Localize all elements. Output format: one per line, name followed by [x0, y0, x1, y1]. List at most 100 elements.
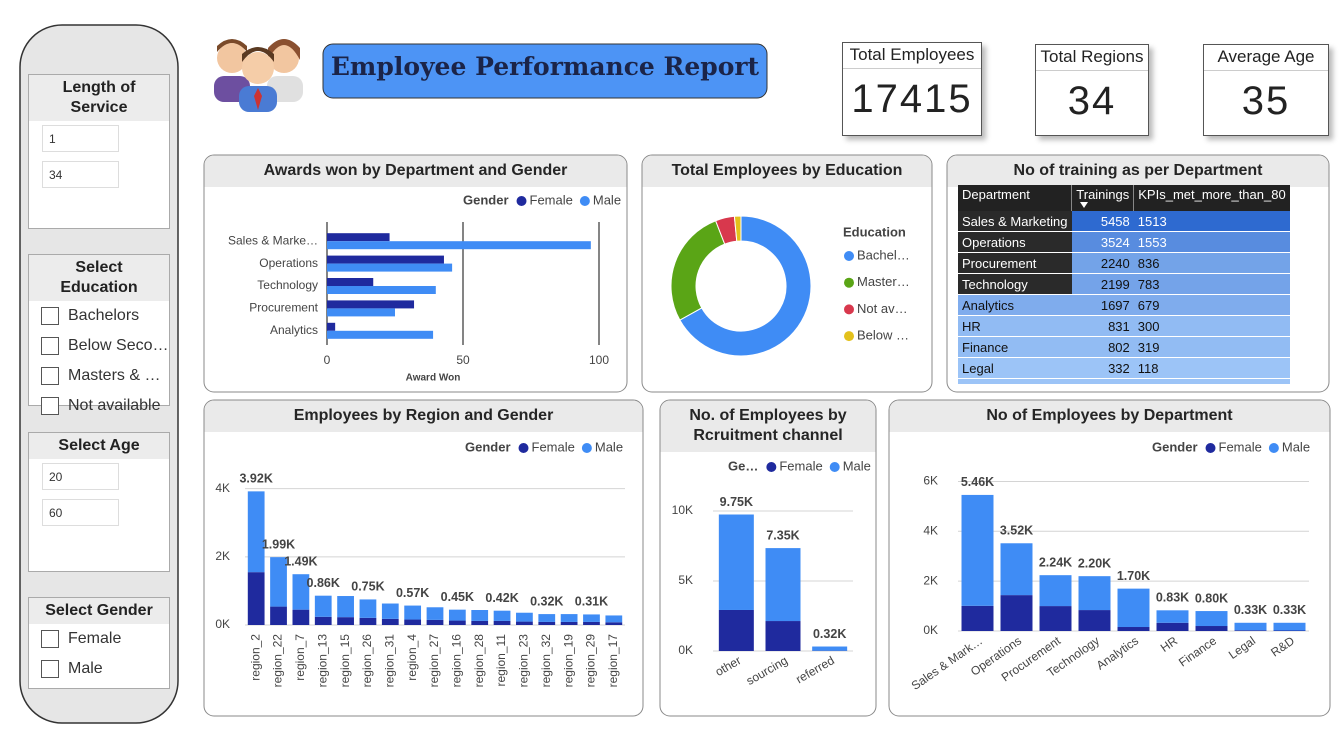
table-cell: 831 [1071, 315, 1134, 337]
table-cell: 149 [1133, 378, 1290, 384]
x-tick-label: region_11 [494, 634, 508, 687]
checkbox-option[interactable]: Not available [29, 391, 169, 421]
y-tick-label: Sales & Marke… [228, 233, 318, 247]
total-label: 0.32K [530, 594, 563, 608]
legend-label: Male [595, 439, 623, 454]
kpi-value: 35 [1241, 79, 1291, 123]
bar [327, 233, 390, 242]
bar-segment [314, 595, 332, 617]
table-cell: 1513 [1133, 211, 1290, 232]
bar-segment [583, 621, 600, 625]
table-cell: Sales & Marketing [958, 211, 1072, 232]
legend-title: Ge… [728, 458, 758, 473]
x-tick-label: region_2 [248, 634, 262, 681]
slicer-title: Length of Service [29, 75, 169, 121]
y-tick-label: 0K [678, 643, 693, 657]
people-icon [214, 39, 303, 112]
data-table: Department Trainings KPIs_met_more_than_80… [958, 185, 1290, 384]
panel [888, 399, 1331, 717]
total-label: 0.33K [1234, 603, 1267, 617]
table-wrap: Department Trainings KPIs_met_more_than_80… [958, 185, 1290, 384]
legend-marker [766, 462, 777, 472]
option-label: Masters & … [68, 367, 161, 384]
donut-slice [679, 215, 812, 357]
total-label: 7.35K [766, 528, 799, 542]
total-label: 0.32K [813, 627, 846, 641]
panel-header [947, 155, 1329, 187]
bar-segment [471, 610, 489, 621]
table-cell: 332 [1071, 357, 1134, 379]
x-tick-label: 50 [456, 353, 470, 367]
y-tick-label: 0K [215, 617, 230, 631]
table-cell: 3524 [1071, 231, 1134, 253]
legend-marker [1268, 443, 1279, 453]
legend-marker [829, 462, 840, 472]
panel-title: Awards won by Department and Gender [263, 162, 568, 179]
table-cell: R&D [958, 378, 1072, 384]
legend-label: Master… [857, 274, 910, 289]
bar-segment [337, 596, 354, 618]
bar-segment [493, 620, 511, 625]
y-tick-label: Operations [259, 256, 318, 270]
sort-indicator[interactable] [1080, 202, 1089, 208]
bar-segment [812, 646, 848, 651]
column-header: Department [958, 185, 1072, 211]
bar-segment [718, 609, 754, 651]
checkbox-option[interactable]: Bachelors [29, 301, 169, 331]
table-header-row: Department Trainings KPIs_met_more_than_80 [958, 185, 1290, 211]
range-input: 60 [42, 499, 119, 526]
bar-segment [560, 614, 578, 622]
x-tick-label: region_17 [606, 634, 620, 688]
bar [327, 241, 591, 250]
table-cell: 802 [1071, 336, 1134, 358]
checkbox [41, 397, 59, 415]
bar-segment [404, 605, 422, 620]
legend-label: Female [1219, 439, 1262, 454]
checkbox-option[interactable]: Female [29, 624, 169, 654]
total-label: 0.42K [485, 591, 518, 605]
bar-segment [1234, 622, 1267, 631]
checkbox-option[interactable]: Masters & … [29, 361, 169, 391]
option-label: Bachelors [68, 307, 140, 324]
bar-segment [1156, 622, 1189, 631]
checkbox [41, 307, 59, 325]
bar-segment [381, 603, 399, 619]
bar-segment [337, 617, 354, 625]
bar-segment [471, 620, 489, 625]
table-cell: Procurement [958, 252, 1072, 274]
bar-segment [1156, 610, 1189, 623]
x-tick-label: region_22 [271, 634, 285, 688]
checkbox-option[interactable]: Below Seco… [29, 331, 169, 361]
table-row: HR 831 300 [958, 315, 1290, 337]
table-row: Analytics 1697 679 [958, 294, 1290, 316]
total-label: 2.24K [1039, 555, 1072, 569]
legend-marker [844, 304, 854, 315]
bar [327, 330, 434, 339]
total-label: 3.52K [1000, 524, 1033, 538]
table-row: Operations 3524 1553 [958, 231, 1290, 253]
bar-segment [493, 610, 511, 621]
checkbox-option[interactable]: Male [29, 654, 169, 684]
legend-marker [844, 251, 854, 261]
bar-segment [1234, 630, 1267, 631]
total-label: 1.49K [284, 555, 317, 569]
bar-segment [538, 621, 556, 625]
bar-segment [538, 614, 556, 622]
bar-segment [270, 557, 287, 607]
total-label: 1.99K [262, 537, 295, 551]
bar-segment [1039, 606, 1072, 631]
x-tick-label: region_26 [360, 634, 374, 688]
panel [203, 399, 644, 717]
legend-label: Male [843, 458, 871, 473]
total-label: 5.46K [961, 475, 994, 489]
bar-segment [247, 491, 265, 573]
x-tick-label: region_27 [427, 634, 441, 688]
bar-segment [1078, 610, 1111, 631]
legend-title: Education [843, 224, 906, 239]
bar-segment [1000, 543, 1033, 596]
table-row: Procurement 2240 836 [958, 252, 1290, 274]
bar-segment [1195, 611, 1228, 627]
table-cell: 2240 [1071, 252, 1134, 274]
bar [327, 308, 395, 317]
